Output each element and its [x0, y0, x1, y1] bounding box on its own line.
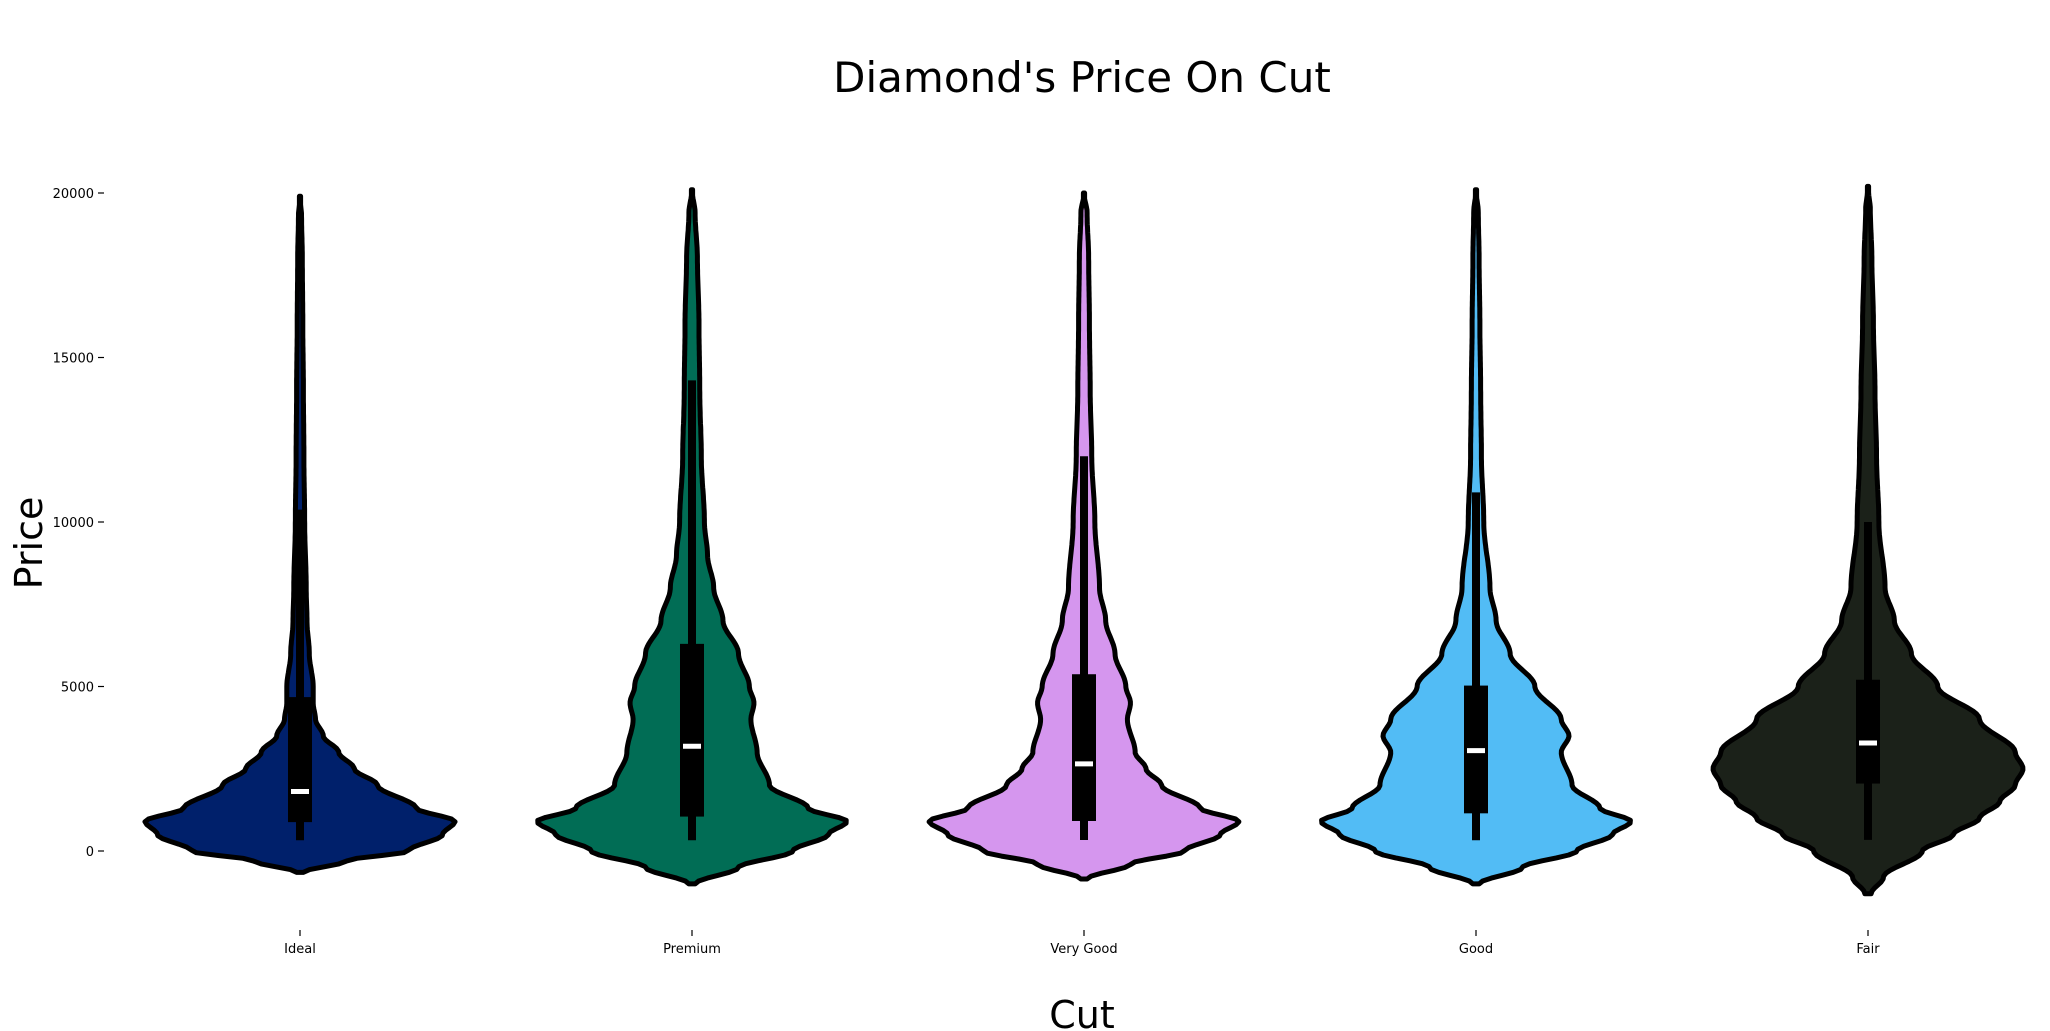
violin-premium [535, 187, 849, 887]
violin-ideal [142, 193, 458, 875]
x-axis-label: Cut [1049, 993, 1115, 1031]
iqr-box [680, 643, 704, 817]
y-tick-label: 15000 [53, 352, 94, 367]
y-axis-label: Price [7, 497, 51, 590]
y-axis: 0 5000 10000 15000 20000 [53, 187, 104, 860]
violin-very-good [926, 190, 1242, 882]
violin-good [1319, 187, 1633, 887]
chart-title: Diamond's Price On Cut [833, 53, 1331, 102]
iqr-box [1072, 674, 1096, 821]
x-tick-label: Good [1459, 942, 1493, 957]
y-tick-label: 5000 [61, 681, 94, 696]
x-tick-label: Ideal [284, 942, 316, 957]
violins [142, 183, 2026, 897]
x-tick-label: Premium [663, 942, 721, 957]
y-tick-label: 20000 [53, 187, 94, 202]
x-axis: Ideal Premium Very Good Good Fair [284, 930, 1880, 957]
x-tick-label: Very Good [1050, 942, 1117, 957]
y-tick-label: 10000 [53, 516, 94, 531]
iqr-box [1856, 679, 1880, 784]
violin-fair [1710, 183, 2026, 897]
iqr-box [288, 697, 312, 823]
y-tick-label: 0 [86, 845, 94, 860]
x-tick-label: Fair [1856, 942, 1880, 957]
